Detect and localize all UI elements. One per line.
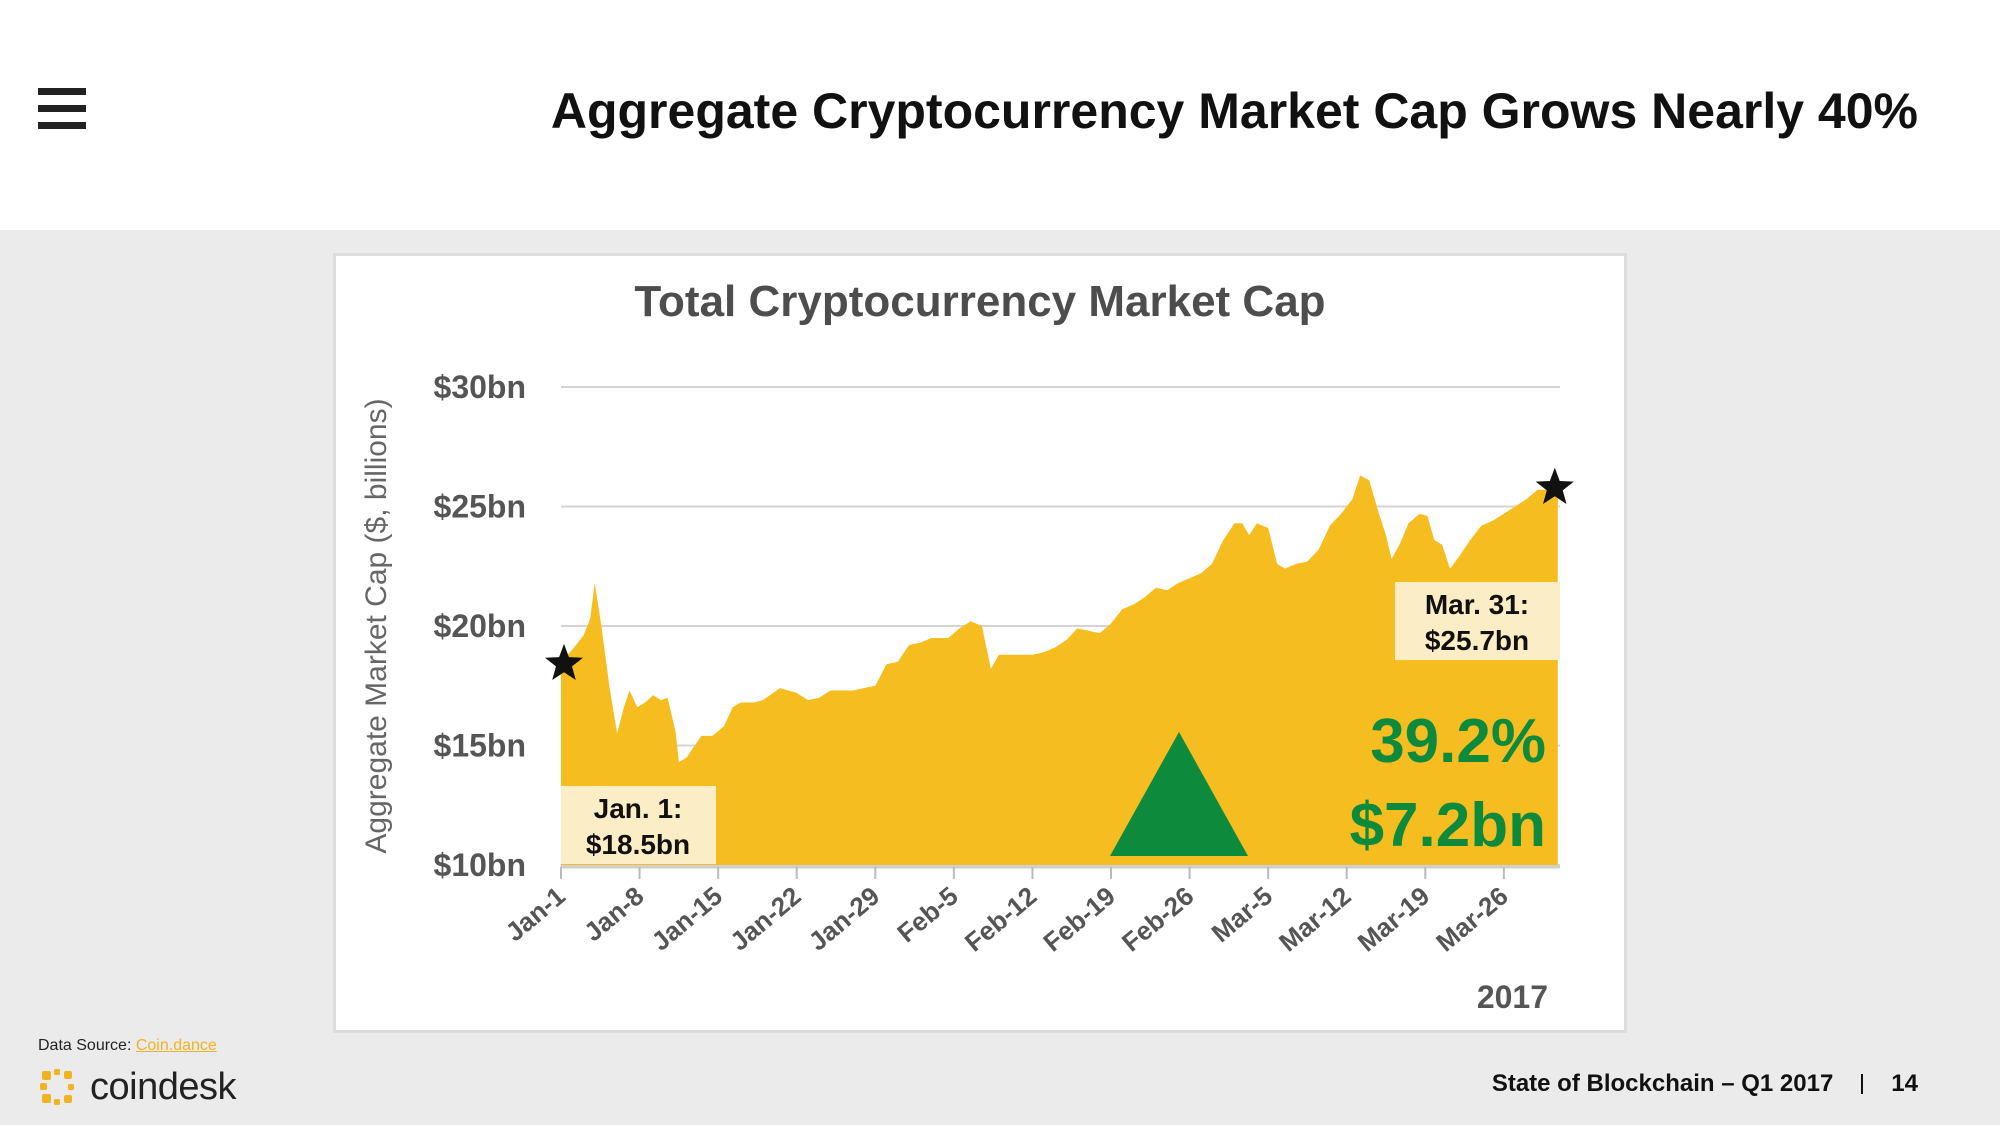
y-tick-label: $20bn [434, 608, 526, 644]
page-number: 14 [1891, 1070, 1918, 1097]
area-series-fill [561, 475, 1558, 865]
area-series [561, 475, 1558, 865]
y-tick-label: $15bn [434, 728, 526, 764]
growth-amount: $7.2bn [1350, 791, 1546, 860]
end-annotation-box [1395, 582, 1560, 660]
slide-header: Aggregate Cryptocurrency Market Cap Grow… [0, 0, 2000, 230]
market-cap-chart: Total Cryptocurrency Market Cap Aggregat… [360, 277, 1574, 1015]
x-tick-label: Jan-22 [724, 881, 806, 957]
data-source: Data Source: Coin.dance [38, 1037, 217, 1055]
footer-report: State of Blockchain – Q1 2017 14 [1492, 1070, 1918, 1098]
x-tick-label: Mar-26 [1430, 881, 1513, 958]
x-tick-label: Feb-5 [891, 881, 963, 949]
hamburger-menu-icon[interactable] [38, 88, 86, 130]
growth-percent: 39.2% [1370, 707, 1546, 776]
y-tick-label: $30bn [434, 369, 526, 405]
x-tick-label: Feb-26 [1116, 881, 1199, 958]
annotations: Jan. 1: $18.5bn Mar. 31: $25.7bn 39.2% $7.2bn [545, 467, 1574, 864]
page-title: Aggregate Cryptocurrency Market Cap Grow… [550, 83, 1918, 139]
x-tick-label: Mar-19 [1352, 881, 1435, 958]
data-source-label: Data Source: [38, 1037, 132, 1054]
x-tick-label: Feb-12 [959, 881, 1042, 958]
x-tick-label: Mar-12 [1273, 881, 1356, 958]
footer-divider [1861, 1074, 1864, 1094]
x-tick-label: Feb-19 [1037, 881, 1120, 958]
end-annotation-label: Mar. 31: [1425, 589, 1529, 620]
chart-title: Total Cryptocurrency Market Cap [634, 277, 1325, 326]
up-triangle-icon [1110, 732, 1248, 856]
y-tick-label: $10bn [434, 847, 526, 883]
start-star-icon [545, 643, 583, 680]
start-annotation-label: Jan. 1: [594, 793, 683, 824]
x-tick-label: Mar-5 [1206, 881, 1278, 949]
start-annotation-box [561, 786, 716, 864]
data-source-link[interactable]: Coin.dance [135, 1037, 217, 1054]
x-tick-label: Jan-8 [578, 881, 649, 948]
start-annotation-value: $18.5bn [586, 829, 690, 860]
report-title: State of Blockchain – Q1 2017 [1491, 1070, 1834, 1097]
coindesk-logo-icon [40, 1069, 74, 1105]
x-axis-year-label: 2017 [1477, 979, 1548, 1015]
end-star-icon [1535, 467, 1574, 504]
brand-name: coindesk [90, 1065, 236, 1108]
x-tick-label: Jan-29 [803, 881, 885, 957]
y-tick-label: $25bn [434, 489, 526, 525]
y-axis-label: Aggregate Market Cap ($, billions) [360, 398, 393, 853]
x-tick-label: Jan-1 [500, 881, 571, 948]
chart-card: Total Cryptocurrency Market Cap Aggregat… [333, 253, 1627, 1033]
end-annotation-value: $25.7bn [1425, 625, 1529, 656]
coindesk-logo[interactable]: coindesk [38, 1062, 236, 1112]
x-tick-label: Jan-15 [646, 881, 728, 957]
